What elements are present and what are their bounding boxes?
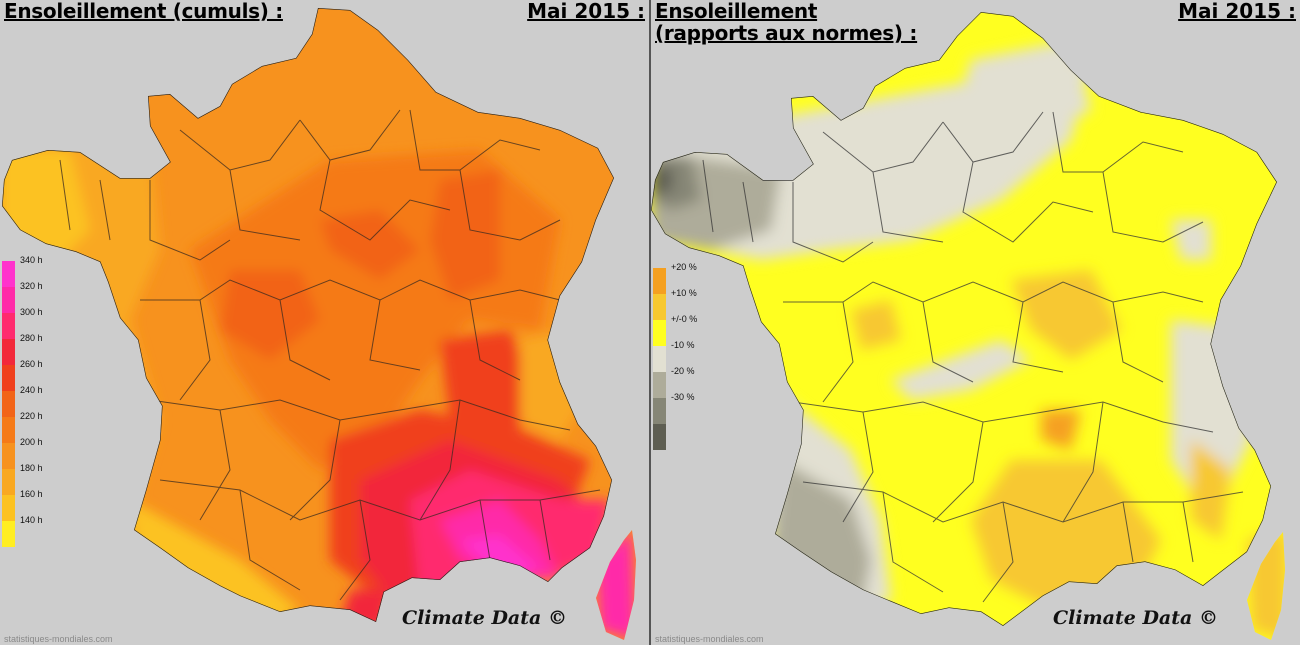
- legend-label: -20 %: [671, 366, 695, 376]
- right-watermark: Climate Data ©: [1053, 607, 1218, 629]
- legend-swatch: [2, 287, 15, 313]
- legend-swatch: [2, 417, 15, 443]
- sunshine-anomaly-panel: Ensoleillement (rapports aux normes) : M…: [651, 0, 1300, 645]
- legend-label: 240 h: [20, 385, 43, 395]
- legend-swatch: [2, 365, 15, 391]
- right-map-title: Ensoleillement (rapports aux normes) :: [655, 0, 917, 44]
- legend-label: 340 h: [20, 255, 43, 265]
- legend-swatch: [2, 391, 15, 417]
- legend-label: +/-0 %: [671, 314, 698, 324]
- legend-label: 200 h: [20, 437, 43, 447]
- legend-label: 160 h: [20, 489, 43, 499]
- left-map-title: Ensoleillement (cumuls) :: [4, 0, 283, 23]
- sunshine-totals-map: [2, 8, 636, 640]
- panel-divider: [649, 0, 651, 645]
- legend-swatch: [2, 443, 15, 469]
- legend-label: 300 h: [20, 307, 43, 317]
- legend-swatch: [653, 372, 666, 398]
- legend-label: -10 %: [671, 340, 695, 350]
- right-map-period: Mai 2015 :: [1178, 0, 1296, 23]
- legend-swatch: [2, 469, 15, 495]
- legend-label: -30 %: [671, 392, 695, 402]
- legend-swatch: [653, 268, 666, 294]
- legend-swatch: [2, 339, 15, 365]
- sunshine-totals-panel: Ensoleillement (cumuls) : Mai 2015 : 340…: [0, 0, 649, 645]
- legend-label: +20 %: [671, 262, 697, 272]
- left-map-period: Mai 2015 :: [527, 0, 645, 23]
- legend-swatch: [2, 261, 15, 287]
- legend-swatch: [653, 398, 666, 424]
- legend-label: 180 h: [20, 463, 43, 473]
- legend-label: 140 h: [20, 515, 43, 525]
- legend-label: +10 %: [671, 288, 697, 298]
- right-map-title-line2: (rapports aux normes) :: [655, 21, 918, 45]
- legend-label: 260 h: [20, 359, 43, 369]
- legend-swatch: [653, 320, 666, 346]
- right-map-title-line1: Ensoleillement: [655, 0, 818, 23]
- left-source-credit: statistiques-mondiales.com: [4, 634, 113, 644]
- right-source-credit: statistiques-mondiales.com: [655, 634, 764, 644]
- legend-label: 320 h: [20, 281, 43, 291]
- legend-label: 220 h: [20, 411, 43, 421]
- legend-swatch: [653, 294, 666, 320]
- legend-swatch: [653, 346, 666, 372]
- legend-label: 280 h: [20, 333, 43, 343]
- legend-swatch: [2, 313, 15, 339]
- legend-swatch: [2, 495, 15, 521]
- legend-swatch: [2, 521, 15, 547]
- sunshine-anomaly-map: [651, 12, 1285, 640]
- left-watermark: Climate Data ©: [402, 607, 567, 629]
- legend-swatch: [653, 424, 666, 450]
